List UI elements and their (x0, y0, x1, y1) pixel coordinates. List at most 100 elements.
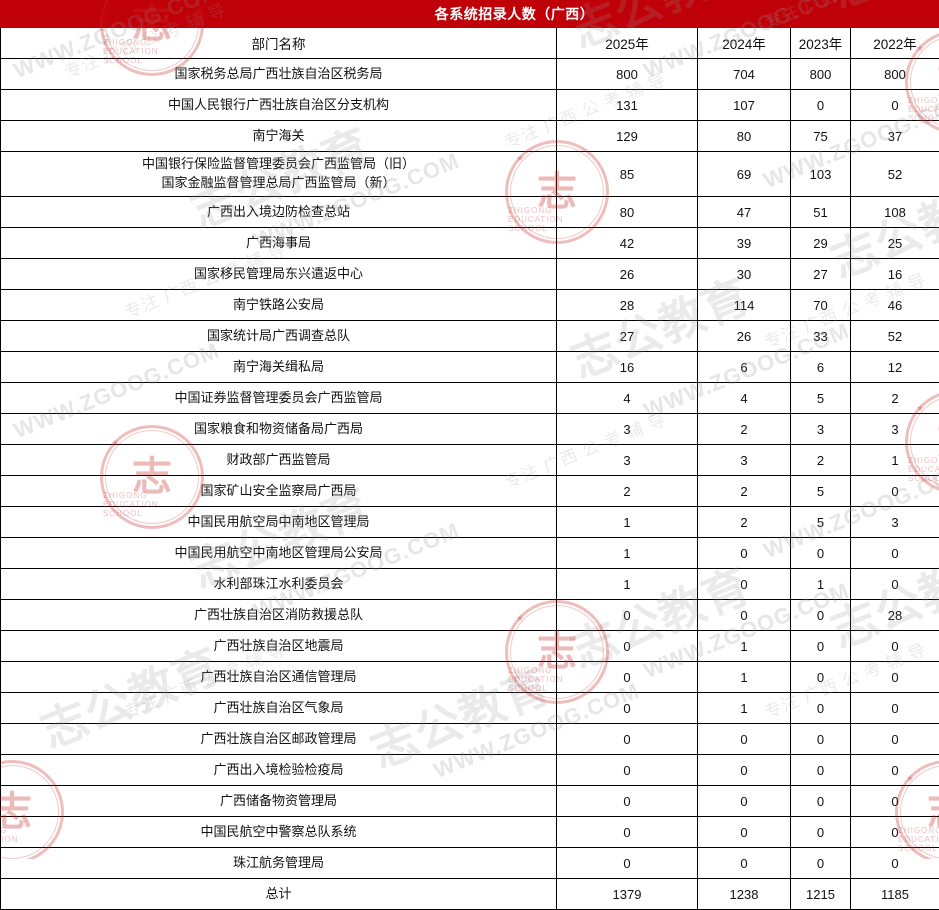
table-row: 中国证券监督管理委员会广西监管局44522 (1, 383, 939, 414)
cell-count-2023: 6 (791, 352, 851, 383)
table-row: 广西壮族自治区邮政管理局00005 (1, 724, 939, 755)
table-row: 广西出入境边防检查总站80475110860 (1, 197, 939, 228)
table-row: 中国民用航空局中南地区管理局12536 (1, 507, 939, 538)
cell-department-name: 广西出入境检验检疫局 (1, 755, 557, 786)
cell-count-2023: 2 (791, 445, 851, 476)
cell-department-name: 南宁海关 (1, 121, 557, 152)
cell-department-name: 南宁铁路公安局 (1, 290, 557, 321)
cell-count-2024: 2 (698, 476, 791, 507)
cell-count-2024: 0 (698, 600, 791, 631)
cell-total-2025: 1379 (557, 879, 698, 910)
cell-department-name: 广西壮族自治区消防救援总队 (1, 600, 557, 631)
cell-count-2025: 3 (557, 414, 698, 445)
cell-count-2024: 2 (698, 414, 791, 445)
table-row: 中国人民银行广西壮族自治区分支机构131107000 (1, 90, 939, 121)
table-row: 南宁海关12980753754 (1, 121, 939, 152)
cell-count-2024: 47 (698, 197, 791, 228)
table-row: 国家粮食和物资储备局广西局32330 (1, 414, 939, 445)
cell-count-2025: 129 (557, 121, 698, 152)
cell-count-2024: 39 (698, 228, 791, 259)
table-row: 国家矿山安全监察局广西局22500 (1, 476, 939, 507)
cell-count-2022: 0 (851, 755, 939, 786)
cell-department-name: 广西储备物资管理局 (1, 786, 557, 817)
cell-count-2022: 3 (851, 507, 939, 538)
cell-count-2022: 108 (851, 197, 939, 228)
cell-count-2023: 70 (791, 290, 851, 321)
cell-count-2025: 28 (557, 290, 698, 321)
table-row: 中国民航空中警察总队系统00000 (1, 817, 939, 848)
cell-count-2024: 26 (698, 321, 791, 352)
column-header-year-2023: 2023年 (791, 28, 851, 59)
cell-department-name: 国家矿山安全监察局广西局 (1, 476, 557, 507)
cell-count-2023: 5 (791, 507, 851, 538)
cell-count-2025: 4 (557, 383, 698, 414)
cell-count-2022: 0 (851, 724, 939, 755)
table-row: 国家统计局广西调查总队2726335218 (1, 321, 939, 352)
cell-count-2025: 42 (557, 228, 698, 259)
cell-department-name: 珠江航务管理局 (1, 848, 557, 879)
cell-count-2022: 0 (851, 693, 939, 724)
cell-count-2025: 1 (557, 507, 698, 538)
cell-total-label: 总计 (1, 879, 557, 910)
cell-count-2023: 0 (791, 755, 851, 786)
cell-count-2025: 2 (557, 476, 698, 507)
column-header-year-2024: 2024年 (698, 28, 791, 59)
cell-count-2023: 5 (791, 383, 851, 414)
cell-count-2025: 800 (557, 59, 698, 90)
table-row: 水利部珠江水利委员会10100 (1, 569, 939, 600)
cell-count-2025: 0 (557, 662, 698, 693)
table-row: 南宁铁路公安局28114704632 (1, 290, 939, 321)
cell-total-2023: 1215 (791, 879, 851, 910)
table-row: 广西海事局4239292527 (1, 228, 939, 259)
cell-count-2024: 3 (698, 445, 791, 476)
cell-count-2024: 704 (698, 59, 791, 90)
cell-department-name: 中国人民银行广西壮族自治区分支机构 (1, 90, 557, 121)
cell-count-2023: 0 (791, 724, 851, 755)
table-row: 中国银行保险监督管理委员会广西监管局（旧）国家金融监督管理总局广西监管局（新）8… (1, 152, 939, 197)
cell-count-2024: 0 (698, 817, 791, 848)
cell-count-2023: 0 (791, 817, 851, 848)
table-row: 南宁海关缉私局16661212 (1, 352, 939, 383)
table-title-row: 各系统招录人数（广西） (1, 1, 939, 28)
cell-department-name: 广西壮族自治区地震局 (1, 631, 557, 662)
cell-count-2022: 0 (851, 538, 939, 569)
table-total-row: 总计1379123812151185714 (1, 879, 939, 910)
cell-count-2022: 46 (851, 290, 939, 321)
cell-department-name: 国家税务总局广西壮族自治区税务局 (1, 59, 557, 90)
cell-department-name: 中国民用航空局中南地区管理局 (1, 507, 557, 538)
cell-count-2022: 25 (851, 228, 939, 259)
cell-count-2024: 80 (698, 121, 791, 152)
cell-count-2025: 27 (557, 321, 698, 352)
cell-department-name: 广西海事局 (1, 228, 557, 259)
table-row: 中国民用航空中南地区管理局公安局10000 (1, 538, 939, 569)
cell-count-2024: 0 (698, 848, 791, 879)
cell-count-2025: 0 (557, 848, 698, 879)
cell-count-2025: 0 (557, 600, 698, 631)
cell-count-2024: 1 (698, 631, 791, 662)
table-row: 国家税务总局广西壮族自治区税务局800704800800400 (1, 59, 939, 90)
cell-count-2022: 3 (851, 414, 939, 445)
cell-count-2023: 0 (791, 538, 851, 569)
cell-count-2025: 0 (557, 724, 698, 755)
cell-count-2023: 0 (791, 786, 851, 817)
cell-count-2025: 16 (557, 352, 698, 383)
cell-count-2022: 0 (851, 569, 939, 600)
table-row: 财政部广西监管局33210 (1, 445, 939, 476)
cell-count-2024: 69 (698, 152, 791, 197)
cell-department-name: 广西壮族自治区气象局 (1, 693, 557, 724)
cell-count-2022: 0 (851, 662, 939, 693)
cell-count-2023: 3 (791, 414, 851, 445)
cell-department-name: 水利部珠江水利委员会 (1, 569, 557, 600)
cell-count-2022: 52 (851, 152, 939, 197)
cell-count-2022: 1 (851, 445, 939, 476)
cell-count-2022: 52 (851, 321, 939, 352)
table-row: 广西壮族自治区地震局01003 (1, 631, 939, 662)
column-header-year-2022: 2022年 (851, 28, 939, 59)
cell-count-2023: 51 (791, 197, 851, 228)
column-header-department: 部门名称 (1, 28, 557, 59)
cell-total-2024: 1238 (698, 879, 791, 910)
table-header-row: 部门名称2025年2024年2023年2022年2021年 (1, 28, 939, 59)
cell-count-2025: 1 (557, 538, 698, 569)
cell-count-2025: 3 (557, 445, 698, 476)
